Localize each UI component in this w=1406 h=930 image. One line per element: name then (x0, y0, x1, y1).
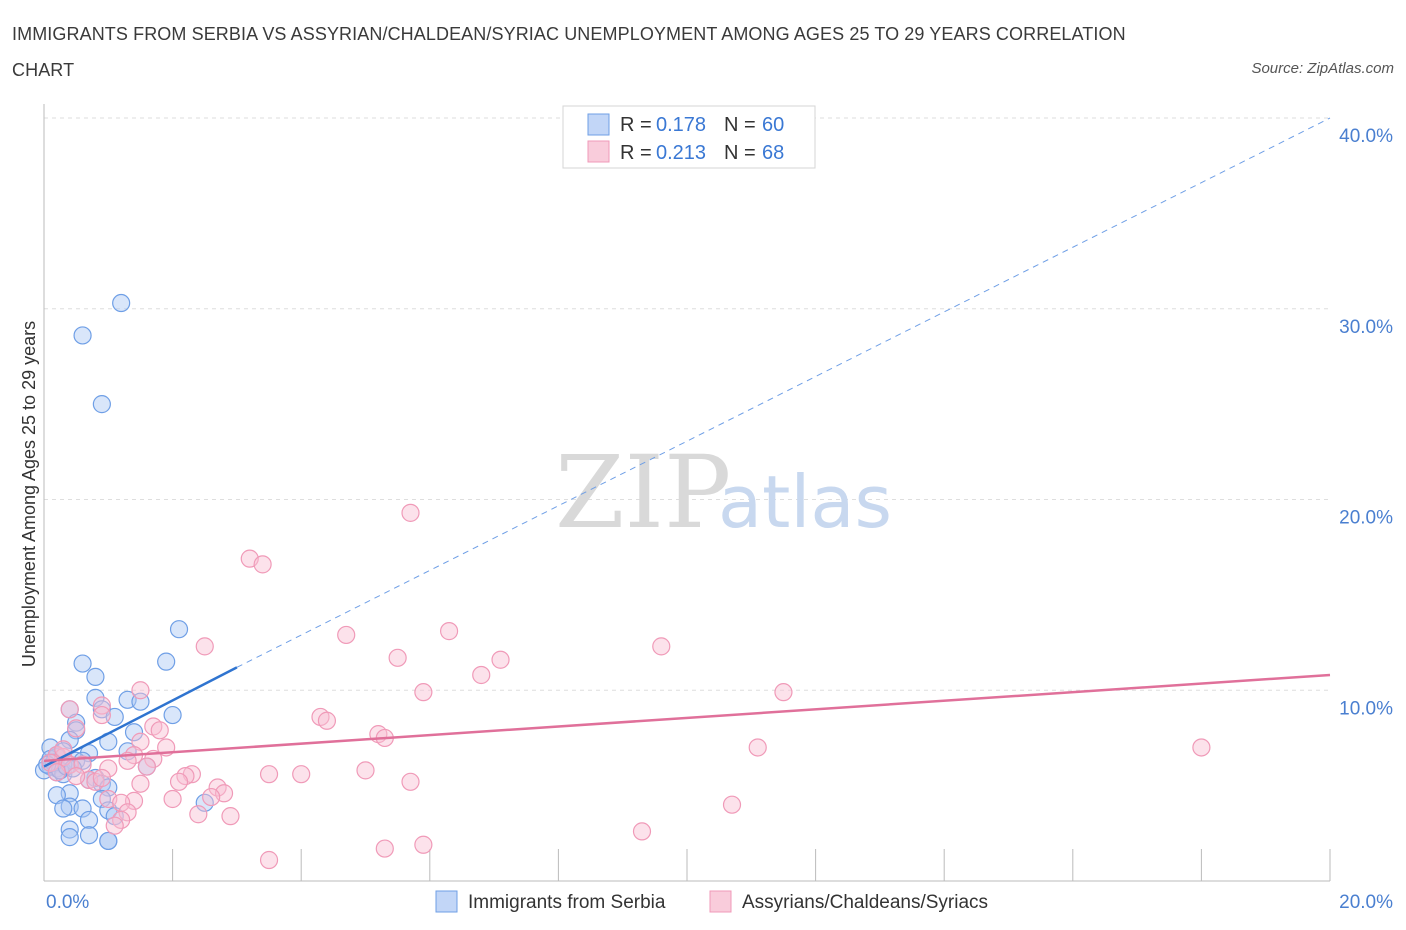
assyrian-point-53 (189, 805, 208, 824)
assyrian-point-6 (195, 637, 214, 656)
series-assyrian-points (41, 503, 1211, 870)
assyrian-point-62 (73, 755, 92, 774)
assyrian-point-25 (748, 738, 767, 757)
assyrian-point-2 (253, 555, 272, 574)
x-tick-label-max: 20.0% (1339, 892, 1393, 913)
assyrian-point-48 (163, 789, 182, 809)
assyrian-point-58 (414, 835, 433, 854)
assyrian-point-5 (652, 637, 671, 656)
assyrian-point-13 (60, 700, 79, 719)
legend-bottom-label-serbia: Immigrants from Serbia (468, 892, 666, 913)
legend-r-label-2: R = (620, 142, 652, 164)
serbia-point-44 (73, 799, 92, 818)
serbia-point-5 (73, 654, 92, 673)
assyrian-point-11 (774, 683, 793, 702)
assyrian-point-9 (472, 665, 491, 685)
assyrian-point-57 (632, 822, 652, 841)
assyrian-point-12 (131, 681, 150, 700)
chart-source: Source: ZipAtlas.com (1251, 60, 1394, 77)
serbia-point-43 (54, 799, 73, 818)
axes (43, 104, 1331, 882)
legend-top: R = 0.178 N = 60 R = 0.213 N = 68 (562, 105, 816, 169)
watermark-atlas: atlas (718, 460, 892, 544)
assyrian-point-43 (401, 772, 420, 791)
trend-lines (43, 117, 1331, 768)
assyrian-point-14 (92, 696, 111, 715)
y-tick-label-1: 20.0% (1339, 508, 1393, 529)
serbia-point-6 (86, 667, 105, 686)
assyrian-point-20 (150, 721, 169, 740)
serbia-point-12 (163, 705, 182, 725)
assyrian-point-63 (67, 766, 86, 786)
assyrian-point-34 (356, 761, 375, 780)
legend-r-label-1: R = (620, 114, 652, 136)
serbia-point-3 (169, 620, 189, 639)
assyrian-point-19 (67, 719, 86, 738)
assyrian-point-0 (401, 503, 420, 522)
assyrian-point-59 (375, 839, 394, 858)
assyrian-point-15 (92, 705, 111, 725)
serbia-point-47 (79, 810, 99, 830)
assyrian-point-10 (414, 683, 433, 702)
serbia-point-1 (73, 326, 92, 345)
serbia-point-40 (92, 789, 111, 809)
serbia-point-48 (60, 820, 79, 839)
serbia-point-2 (92, 395, 111, 414)
assyrian-point-54 (221, 807, 240, 826)
trend-serbia-extension (236, 117, 1331, 668)
serbia-point-52 (99, 831, 118, 851)
assyrian-point-17 (317, 711, 337, 730)
legend-bottom-label-assyrian: Assyrians/Chaldeans/Syriacs (742, 892, 988, 913)
trend-assyrian (43, 673, 1331, 763)
assyrian-point-26 (1192, 738, 1211, 757)
legend-bottom-swatch-assyrian (709, 890, 732, 913)
serbia-point-7 (86, 688, 105, 707)
y-tick-label-0: 10.0% (1339, 698, 1393, 719)
grid-lines (44, 117, 1330, 691)
legend-swatch-assyrian (587, 140, 610, 163)
legend-r-value-2: 0.213 (656, 142, 706, 164)
y-tick-label-3: 40.0% (1339, 126, 1393, 147)
legend-swatch-serbia (587, 113, 610, 136)
trend-serbia (43, 666, 238, 768)
serbia-point-50 (79, 826, 99, 845)
watermark-zip: ZIP (555, 434, 731, 551)
serbia-point-0 (112, 293, 131, 313)
serbia-point-17 (60, 730, 79, 749)
legend-n-label-2: N = (724, 142, 756, 164)
assyrian-point-60 (259, 850, 279, 870)
assyrian-point-51 (722, 795, 742, 814)
assyrian-point-38 (292, 765, 311, 784)
legend-r-value-1: 0.178 (656, 114, 706, 136)
assyrian-point-56 (105, 816, 124, 835)
assyrian-point-37 (259, 765, 279, 784)
y-tick-labels: 10.0% 20.0% 30.0% 40.0% (1339, 126, 1393, 719)
y-axis-label: Unemployment Among Ages 25 to 29 years (19, 321, 39, 667)
legend-n-value-2: 68 (762, 142, 784, 164)
assyrian-point-67 (137, 757, 156, 776)
assyrian-point-7 (388, 648, 407, 667)
assyrian-point-8 (491, 650, 510, 669)
legend-n-label-1: N = (724, 114, 756, 136)
assyrian-point-41 (169, 772, 189, 791)
serbia-point-49 (60, 828, 79, 847)
assyrian-point-66 (92, 768, 111, 788)
assyrian-point-46 (202, 787, 221, 807)
assyrian-point-4 (337, 625, 356, 645)
assyrian-point-52 (118, 803, 137, 822)
assyrian-point-3 (439, 622, 459, 641)
serbia-point-4 (157, 652, 176, 671)
assyrian-point-42 (131, 774, 150, 793)
assyrian-point-65 (47, 763, 66, 782)
assyrian-point-64 (99, 759, 118, 778)
chart-title: IMMIGRANTS FROM SERBIA VS ASSYRIAN/CHALD… (12, 24, 1126, 80)
x-tick-label-min: 0.0% (46, 892, 89, 913)
legend-bottom-swatch-serbia (435, 890, 458, 913)
y-tick-label-2: 30.0% (1339, 317, 1393, 338)
serbia-point-16 (124, 723, 144, 742)
legend-n-value-1: 60 (762, 114, 784, 136)
legend-bottom: Immigrants from Serbia Assyrians/Chaldea… (435, 890, 988, 913)
